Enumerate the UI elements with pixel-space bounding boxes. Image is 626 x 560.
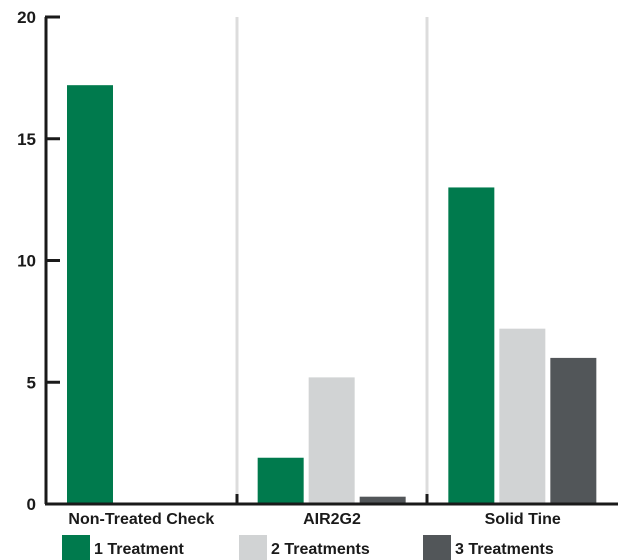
legend-swatch-2-treatments: [239, 535, 267, 560]
bar-solid-tine-1-treatment: [448, 187, 495, 504]
category-separators: [235, 17, 429, 504]
bars: [67, 85, 597, 505]
legend-label-2-treatments: 2 Treatments: [271, 541, 370, 558]
y-tick-label: 20: [17, 8, 36, 27]
bar-air2g2-1-treatment: [257, 457, 304, 504]
x-axis-categories: Non-Treated Check AIR2G2 Solid Tine: [68, 511, 560, 528]
x-category-label: AIR2G2: [303, 511, 361, 528]
x-category-label: Solid Tine: [485, 511, 561, 528]
legend-label-3-treatments: 3 Treatments: [455, 541, 554, 558]
y-tick-label: 15: [17, 130, 36, 149]
y-tick-label: 5: [27, 373, 36, 392]
legend-swatch-3-treatments: [423, 535, 451, 560]
bar-air2g2-3-treatments: [359, 496, 406, 504]
legend-swatch-1-treatment: [62, 535, 90, 560]
bar-solid-tine-3-treatments: [550, 357, 597, 504]
y-tick-label: 10: [17, 252, 36, 271]
legend-label-1-treatment: 1 Treatment: [94, 541, 184, 558]
bar-non-treated-check-1-treatment: [67, 85, 113, 505]
legend: 1 Treatment 2 Treatments 3 Treatments: [62, 535, 554, 560]
bar-air2g2-2-treatments: [308, 377, 355, 504]
y-axis-ticks: 0 5 10 15 20: [17, 8, 429, 514]
y-tick-label: 0: [27, 495, 36, 514]
bar-solid-tine-2-treatments: [499, 328, 546, 504]
x-category-label: Non-Treated Check: [68, 511, 214, 528]
